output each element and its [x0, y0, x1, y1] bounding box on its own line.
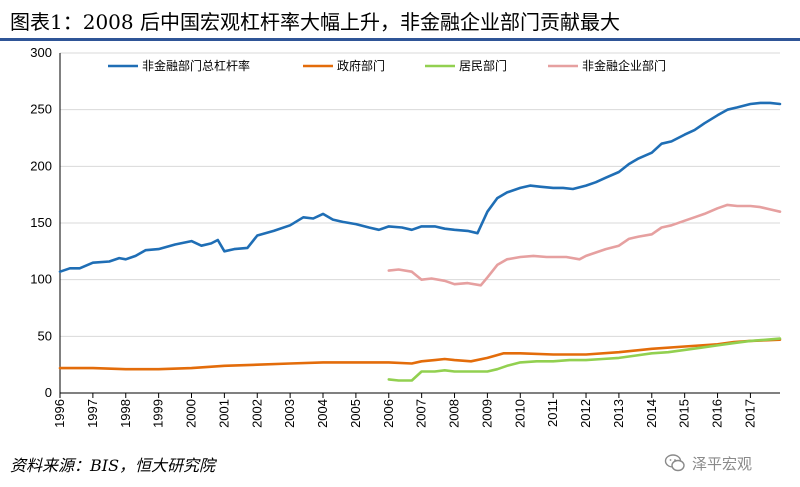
x-tick-label: 2004 [315, 399, 330, 428]
x-tick-label: 2001 [216, 399, 231, 428]
x-tick-label: 2014 [644, 399, 659, 428]
y-tick-label: 150 [30, 215, 52, 230]
axes: 0 50 100 150 200 250 300 1996 1997 1998 1999 2000 20… [30, 45, 780, 428]
title-divider [0, 38, 800, 41]
x-tick-label: 2017 [742, 399, 757, 428]
x-tick-label: 1997 [85, 399, 100, 428]
series-line [58, 101, 782, 273]
x-tick-label: 2005 [348, 399, 363, 428]
chart-title: 图表1：2008 后中国宏观杠杆率大幅上升，非金融企业部门贡献最大 [10, 10, 620, 34]
x-tick-label: 1996 [52, 399, 67, 428]
source-note: 资料来源：BIS，恒大研究院 [10, 456, 216, 475]
legend-item: 居民部门 [425, 58, 507, 73]
legend-label: 非金融企业部门 [582, 58, 666, 73]
x-tick-label: 2015 [677, 399, 692, 428]
wechat-icon [664, 454, 685, 472]
x-tick-label: 2011 [545, 399, 560, 427]
y-tick-label: 250 [30, 102, 52, 117]
x-tick-label: 2012 [578, 399, 593, 428]
x-tick-label: 2000 [184, 399, 199, 428]
y-tick-label: 0 [45, 385, 52, 400]
x-tick-label: 2013 [611, 399, 626, 428]
x-tick-label: 1999 [151, 399, 166, 428]
watermark: 泽平宏观 [664, 452, 752, 474]
legend-label: 非金融部门总杠杆率 [142, 58, 250, 73]
x-tick-label: 2006 [381, 399, 396, 428]
grid-lines [60, 52, 780, 337]
series-line [387, 337, 782, 382]
line-chart: 0 50 100 150 200 250 300 1996 1997 1998 1999 2000 20… [30, 45, 782, 428]
legend-item: 政府部门 [303, 58, 385, 73]
series-lines [58, 101, 782, 382]
x-tick-label: 2009 [479, 399, 494, 428]
x-tick-label: 2007 [414, 399, 429, 428]
x-tick-label: 2002 [249, 399, 264, 428]
legend-item: 非金融企业部门 [548, 58, 666, 73]
x-tick-label: 2010 [512, 399, 527, 428]
legend-label: 居民部门 [459, 58, 507, 73]
series-line [387, 203, 782, 287]
legend-label: 政府部门 [337, 58, 385, 73]
watermark-text: 泽平宏观 [692, 454, 753, 473]
y-tick-label: 50 [38, 328, 52, 343]
x-tick-label: 2008 [447, 399, 462, 428]
legend-item: 非金融部门总杠杆率 [108, 58, 250, 73]
y-tick-label: 300 [30, 45, 52, 60]
series-line [58, 338, 782, 371]
y-tick-label: 200 [30, 158, 52, 173]
x-tick-label: 1998 [118, 399, 133, 428]
legend: 非金融部门总杠杆率 政府部门 居民部门 非金融企业部门 [108, 58, 666, 73]
y-tick-label: 100 [30, 272, 52, 287]
x-tick-label: 2016 [710, 399, 725, 428]
x-tick-label: 2003 [282, 399, 297, 428]
